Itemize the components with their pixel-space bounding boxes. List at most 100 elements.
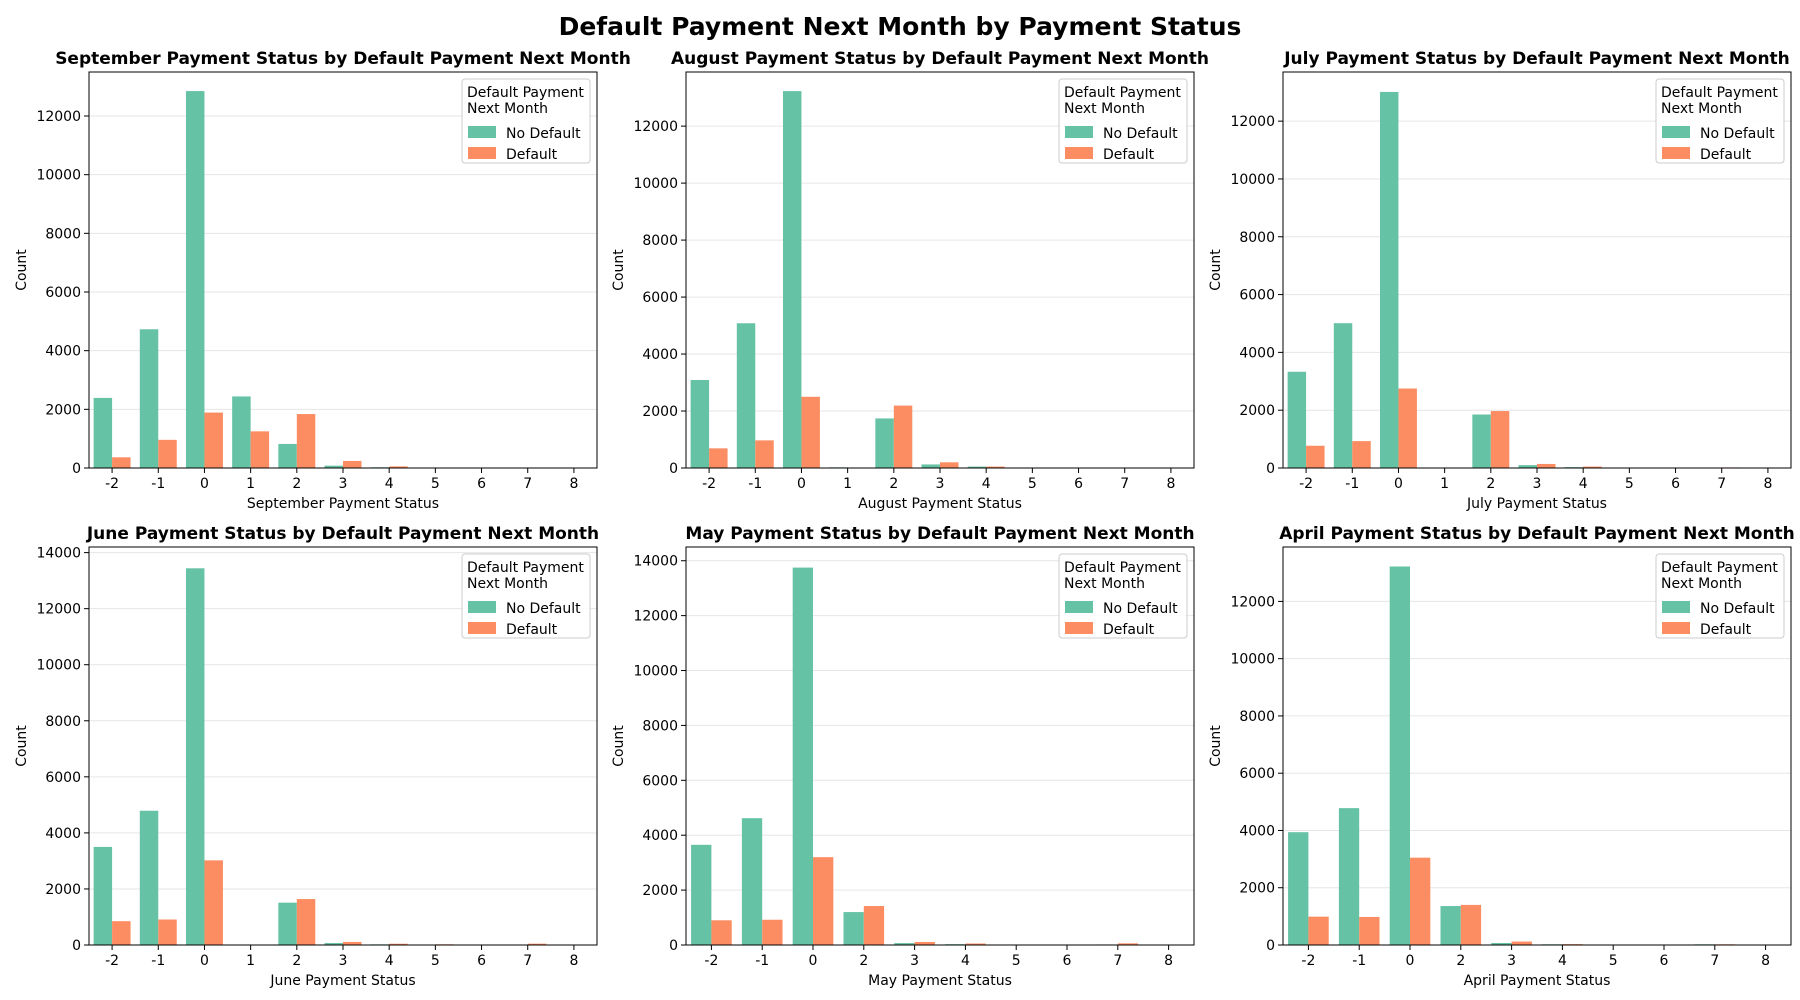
chart-panel-2: 0 2000 4000 6000 8000 10000 12000 -2 -1 0 1 2 3 4 5 6 7 8… [611, 49, 1209, 512]
legend-box [461, 78, 591, 164]
x-tick-label: 2 [859, 953, 868, 969]
y-tick-label: 0 [669, 461, 678, 477]
x-tick-label: 2 [292, 953, 301, 969]
bar-no-default [139, 810, 159, 945]
bar-no-default [1472, 414, 1491, 468]
bar-no-default [278, 902, 297, 945]
bar-no-default [1389, 566, 1410, 945]
x-tick-label: -2 [105, 476, 119, 492]
legend-title: Next Month [1661, 576, 1742, 592]
y-tick-label: 10000 [1230, 172, 1275, 188]
bar-default [112, 921, 131, 945]
bar-default [204, 412, 223, 468]
y-axis-label: Count [611, 249, 627, 291]
x-tick-label: 8 [1164, 953, 1173, 969]
x-tick-label: 3 [339, 476, 348, 492]
bar-default [1306, 445, 1325, 468]
x-tick-label: -1 [748, 476, 762, 492]
y-tick-label: 10000 [36, 168, 81, 184]
chart-title: September Payment Status by Default Paym… [55, 49, 631, 69]
x-tick-label: 2 [292, 476, 301, 492]
x-tick-label: 3 [910, 953, 919, 969]
y-tick-label: 6000 [1239, 766, 1275, 782]
y-axis-label: Count [1208, 725, 1224, 767]
bar-no-default [1333, 323, 1353, 468]
bar-no-default [921, 464, 940, 468]
y-tick-label: 14000 [633, 554, 678, 570]
legend-title: Default Payment [467, 560, 584, 576]
legend-title: Next Month [1064, 576, 1145, 592]
legend-title: Next Month [1661, 101, 1742, 117]
x-tick-label: 8 [1166, 476, 1175, 492]
legend-label: Default [506, 147, 558, 163]
bar-no-default [232, 396, 251, 468]
x-axis-label: September Payment Status [247, 496, 439, 512]
legend-label: Default [1103, 622, 1155, 638]
legend-label: No Default [1700, 601, 1775, 617]
bar-default [250, 431, 270, 468]
bar-no-default [1440, 906, 1461, 945]
bar-no-default [1288, 832, 1309, 945]
bar-default [1117, 943, 1139, 945]
bar-no-default [894, 943, 915, 945]
x-tick-label: 1 [843, 476, 852, 492]
y-tick-label: 0 [72, 938, 81, 954]
legend-swatch-no-default [1662, 601, 1690, 613]
x-tick-label: -1 [1352, 953, 1366, 969]
bar-default [343, 460, 362, 468]
y-axis-label: Count [14, 725, 30, 767]
legend-title: Next Month [467, 576, 548, 592]
bar-default [527, 943, 547, 945]
y-tick-label: 0 [669, 938, 678, 954]
x-tick-label: 8 [569, 953, 578, 969]
legend-swatch-default [1065, 147, 1093, 159]
x-tick-label: 5 [431, 953, 440, 969]
y-tick-label: 0 [1266, 461, 1275, 477]
x-tick-label: 6 [1660, 953, 1669, 969]
bar-default [801, 396, 820, 468]
x-tick-label: -1 [755, 953, 769, 969]
legend-swatch-default [1065, 622, 1093, 634]
x-tick-label: -1 [151, 476, 165, 492]
legend-box [1655, 78, 1785, 164]
x-tick-label: 5 [1028, 476, 1037, 492]
chart-title: June Payment Status by Default Payment N… [86, 524, 599, 544]
x-tick-label: 5 [1625, 476, 1634, 492]
bar-default [1398, 388, 1417, 468]
bar-default [158, 439, 177, 468]
y-tick-label: 4000 [1239, 345, 1275, 361]
legend-label: Default [1700, 147, 1752, 163]
x-tick-label: -2 [1299, 476, 1313, 492]
bar-default [863, 906, 885, 945]
x-tick-label: 5 [1609, 953, 1618, 969]
y-tick-label: 10000 [36, 658, 81, 674]
x-tick-label: 4 [1558, 953, 1567, 969]
x-tick-label: 2 [1486, 476, 1495, 492]
y-tick-label: 8000 [642, 718, 678, 734]
bar-no-default [782, 91, 802, 468]
y-tick-label: 4000 [1239, 823, 1275, 839]
bar-default [158, 919, 177, 945]
x-tick-label: 5 [431, 476, 440, 492]
y-tick-label: 4000 [642, 347, 678, 363]
x-tick-label: 8 [1761, 953, 1770, 969]
bar-default [940, 462, 959, 468]
x-axis-label: May Payment Status [868, 973, 1012, 989]
x-tick-label: 7 [1113, 953, 1122, 969]
legend-title: Next Month [467, 101, 548, 117]
legend-swatch-default [468, 147, 496, 159]
bar-no-default [93, 846, 113, 945]
x-tick-label: 7 [523, 476, 532, 492]
plot-frame [1282, 546, 1792, 946]
y-tick-label: 10000 [1230, 652, 1275, 668]
y-axis-label: Count [611, 725, 627, 767]
y-tick-label: 2000 [642, 404, 678, 420]
bar-no-default [792, 567, 813, 945]
bar-no-default [185, 91, 205, 469]
x-tick-label: 8 [569, 476, 578, 492]
legend-swatch-default [1662, 147, 1690, 159]
x-axis-label: August Payment Status [858, 496, 1022, 512]
